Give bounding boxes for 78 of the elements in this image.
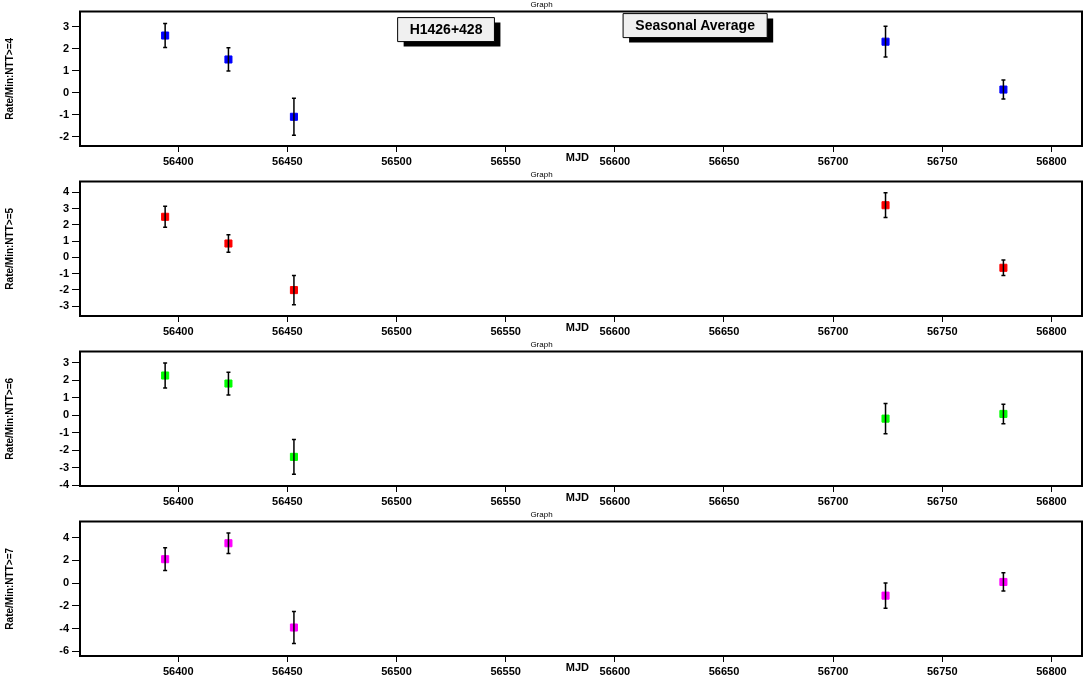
x-tick-label: 56500 [381, 324, 412, 337]
y-tick-label: 3 [62, 355, 69, 368]
y-tick-label: -3 [59, 299, 69, 312]
y-tick-label: 1 [62, 63, 69, 76]
x-tick-label: 56650 [708, 154, 740, 167]
x-tick-label: 56800 [1036, 324, 1067, 337]
x-tick-label: 56750 [926, 664, 958, 677]
y-tick-label: 0 [62, 576, 69, 589]
y-tick-label: 4 [62, 530, 70, 543]
x-tick-label: 56400 [162, 324, 194, 337]
y-tick-label: 0 [62, 85, 69, 98]
y-tick-label: -2 [59, 129, 69, 142]
y-tick-label: 0 [62, 250, 69, 263]
y-tick-label: 2 [62, 373, 69, 386]
y-tick-label: 1 [62, 390, 69, 403]
y-axis-title: Rate/Min:NTT>=5 [3, 207, 15, 290]
x-tick-label: 56600 [599, 154, 631, 167]
y-axis-title: Rate/Min:NTT>=4 [3, 37, 15, 120]
x-tick-label: 56600 [599, 664, 631, 677]
y-tick-label: -2 [59, 282, 69, 295]
x-tick-label: 56550 [490, 664, 521, 677]
x-tick-label: 56650 [708, 494, 740, 507]
x-tick-label: 56650 [708, 664, 740, 677]
y-tick-label: 1 [62, 234, 69, 247]
x-axis-title: MJD [565, 660, 590, 673]
y-axis-title: Rate/Min:NTT>=6 [3, 377, 15, 460]
y-tick-label: -4 [59, 621, 70, 634]
y-tick-label: -6 [59, 644, 69, 657]
x-tick-label: 56800 [1036, 664, 1067, 677]
annotation: H1426+428 [409, 21, 483, 38]
x-tick-label: 56650 [708, 324, 740, 337]
x-tick-label: 56700 [817, 154, 849, 167]
x-tick-label: 56800 [1036, 154, 1067, 167]
y-tick-label: -1 [59, 425, 69, 438]
x-tick-label: 56800 [1036, 494, 1067, 507]
y-tick-label: -1 [59, 107, 69, 120]
chart-title: Graph [530, 340, 553, 349]
x-tick-label: 56400 [162, 154, 194, 167]
x-tick-label: 56700 [817, 494, 849, 507]
annotation: Seasonal Average [635, 17, 756, 34]
x-tick-label: 56700 [817, 324, 849, 337]
x-tick-label: 56450 [272, 664, 303, 677]
x-tick-label: 56500 [381, 154, 412, 167]
y-tick-label: -2 [59, 598, 69, 611]
x-axis-title: MJD [565, 490, 590, 503]
x-tick-label: 56750 [926, 494, 958, 507]
x-tick-label: 56450 [272, 324, 303, 337]
y-tick-label: -2 [59, 443, 69, 456]
x-tick-label: 56750 [926, 324, 958, 337]
chart-title: Graph [530, 510, 553, 519]
chart-title: Graph [530, 0, 553, 9]
x-tick-label: 56500 [381, 664, 412, 677]
x-tick-label: 56550 [490, 324, 521, 337]
x-tick-label: 56450 [272, 494, 303, 507]
x-tick-label: 56450 [272, 154, 303, 167]
y-tick-label: -1 [59, 266, 69, 279]
y-tick-label: 2 [62, 217, 69, 230]
x-tick-label: 56400 [162, 494, 194, 507]
x-tick-label: 56550 [490, 154, 521, 167]
y-tick-label: 3 [62, 201, 69, 214]
x-axis-title: MJD [565, 320, 590, 333]
y-tick-label: -4 [59, 478, 70, 491]
y-tick-label: 0 [62, 408, 69, 421]
x-tick-label: 56750 [926, 154, 958, 167]
x-tick-label: 56400 [162, 664, 194, 677]
y-tick-label: 4 [62, 185, 70, 198]
chart-title: Graph [530, 170, 553, 179]
x-tick-label: 56500 [381, 494, 412, 507]
x-tick-label: 56600 [599, 494, 631, 507]
y-tick-label: 2 [62, 41, 69, 54]
x-tick-label: 56600 [599, 324, 631, 337]
x-axis-title: MJD [565, 150, 590, 163]
y-tick-label: -3 [59, 460, 69, 473]
x-tick-label: 56700 [817, 664, 849, 677]
x-tick-label: 56550 [490, 494, 521, 507]
y-axis-title: Rate/Min:NTT>=7 [3, 547, 15, 630]
y-tick-label: 3 [62, 20, 69, 32]
y-tick-label: 2 [62, 553, 69, 566]
